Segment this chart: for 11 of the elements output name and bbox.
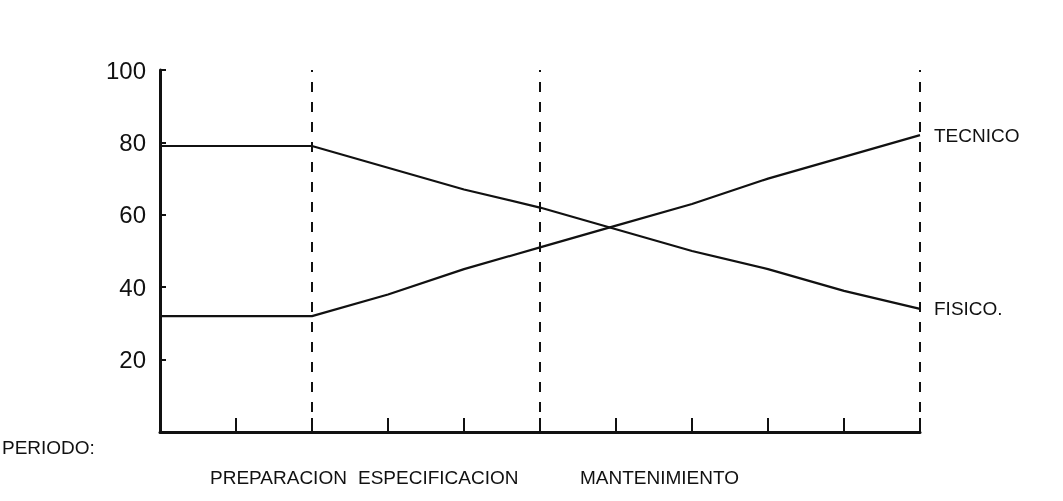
y-tick-label: 100 xyxy=(105,56,146,84)
y-tick-label: 40 xyxy=(119,273,146,301)
text: MANTENIMIENTO xyxy=(580,467,740,488)
y-tick-label: 60 xyxy=(119,201,146,229)
text: PREPARACION xyxy=(210,467,347,488)
y-tick-label: 80 xyxy=(119,128,146,156)
x-axis-title: PERIODO: xyxy=(2,437,95,458)
series-label: FISICO. xyxy=(934,298,1003,320)
text: ESPECIFICACION xyxy=(358,467,519,488)
y-tick-label: 20 xyxy=(119,346,146,374)
series-label: TECNICO xyxy=(934,124,1020,146)
